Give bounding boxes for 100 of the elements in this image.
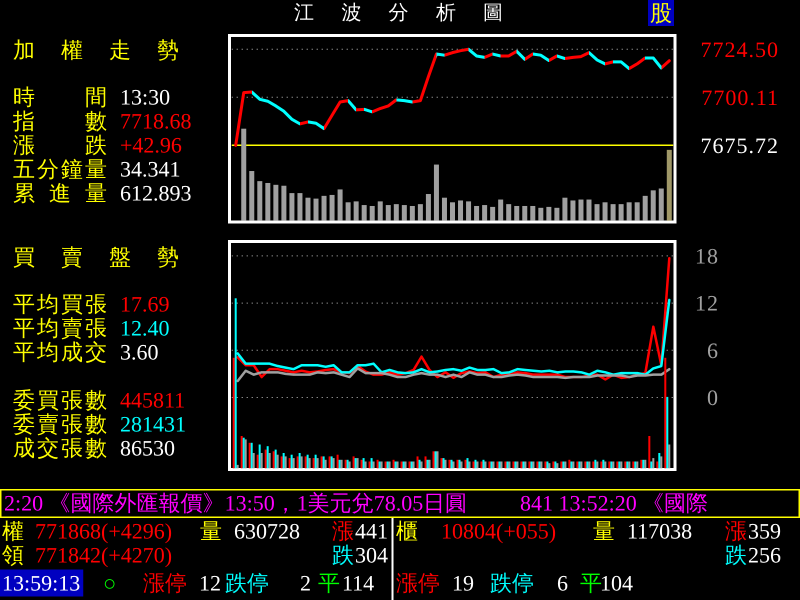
bar [668, 444, 670, 468]
bar [281, 186, 286, 221]
bar [284, 456, 287, 468]
text: 股 [650, 0, 672, 26]
bar [450, 202, 455, 221]
y-tick-label: 0 [707, 384, 719, 410]
bar [618, 204, 624, 221]
bar [290, 454, 293, 468]
bar [652, 458, 654, 468]
bar [602, 202, 608, 221]
line-series [234, 48, 671, 147]
bar [273, 184, 278, 221]
bar [370, 206, 375, 221]
text: 771842(+4270) [35, 542, 172, 568]
bar [664, 358, 666, 468]
bar [298, 453, 301, 468]
bar [256, 454, 259, 468]
bar [280, 456, 283, 468]
bar [372, 462, 375, 468]
y-tick-label: 7675.72 [700, 132, 779, 158]
bar [554, 208, 560, 221]
text: 指數 [12, 108, 107, 134]
text: 成交張數 [13, 436, 107, 460]
text: 841 13:52:20 《國際 [520, 490, 708, 516]
bar [296, 456, 299, 468]
bar [650, 462, 652, 468]
text: 441 [355, 518, 388, 544]
bar [650, 190, 656, 221]
bar [418, 204, 423, 221]
text: ○ [103, 570, 116, 596]
bar [506, 204, 512, 221]
text: 117038 [627, 518, 692, 544]
bar [364, 462, 367, 468]
bar [394, 204, 399, 221]
bar [434, 164, 439, 221]
text: 跌 [332, 542, 354, 568]
text: 86530 [120, 436, 175, 460]
bar [368, 462, 371, 468]
bar [258, 444, 261, 468]
bar [482, 205, 488, 221]
text: 114 [342, 570, 374, 596]
bar [336, 454, 339, 468]
bar [346, 202, 351, 221]
text: 34.341 [120, 156, 180, 182]
bar [330, 194, 335, 221]
bar [570, 200, 576, 221]
bar [642, 196, 648, 221]
text: 量 [200, 518, 222, 544]
bar [656, 462, 658, 468]
bar [260, 453, 263, 468]
bar [578, 200, 584, 221]
text: 12 [199, 570, 221, 596]
chart-title: 買賣盤勢 [13, 244, 179, 270]
bar [264, 450, 267, 468]
text: 445811 [120, 388, 186, 412]
bar [666, 150, 672, 221]
bar [586, 200, 592, 221]
bar [444, 460, 447, 468]
chart-title: 加權走勢 [13, 38, 179, 62]
bar [522, 206, 528, 221]
bar [232, 358, 235, 468]
bar [282, 453, 285, 468]
bar [297, 193, 302, 221]
bar [546, 206, 552, 221]
bar [424, 456, 427, 468]
text: 跌 [725, 542, 747, 568]
bar [426, 194, 431, 221]
bar [314, 198, 319, 221]
bar [658, 188, 664, 221]
text: 平均買張 [13, 292, 107, 316]
bar [305, 198, 310, 221]
bar [468, 462, 470, 468]
bar [436, 451, 439, 468]
text: 13:30 [120, 84, 170, 110]
bar [338, 189, 343, 221]
text: 630728 [234, 518, 300, 544]
line-series [236, 367, 671, 382]
bar [265, 182, 270, 221]
bar [456, 460, 458, 468]
bar [300, 456, 303, 468]
text: 平均成交 [13, 340, 107, 364]
text: 104 [600, 570, 633, 596]
text: 跌停 [490, 570, 534, 596]
text: 時間 [13, 84, 107, 110]
text: 平 [318, 570, 340, 596]
text: 2 [300, 570, 311, 596]
text: 281431 [120, 412, 186, 436]
text: 平 [580, 570, 602, 596]
text: 10804(+055) [441, 518, 556, 544]
text: 612.893 [120, 180, 192, 206]
bar [474, 206, 480, 221]
text: 漲停 [396, 570, 440, 596]
bar [466, 201, 472, 221]
bar [660, 456, 662, 468]
y-tick-label: 7724.50 [700, 36, 779, 62]
text: 平均賣張 [13, 316, 107, 340]
text: 19 [452, 570, 474, 596]
text: 2:20 《國際外匯報價》13:50，1美元兌78.05日圓 [4, 490, 468, 516]
bar [370, 458, 373, 468]
bar [354, 201, 359, 221]
